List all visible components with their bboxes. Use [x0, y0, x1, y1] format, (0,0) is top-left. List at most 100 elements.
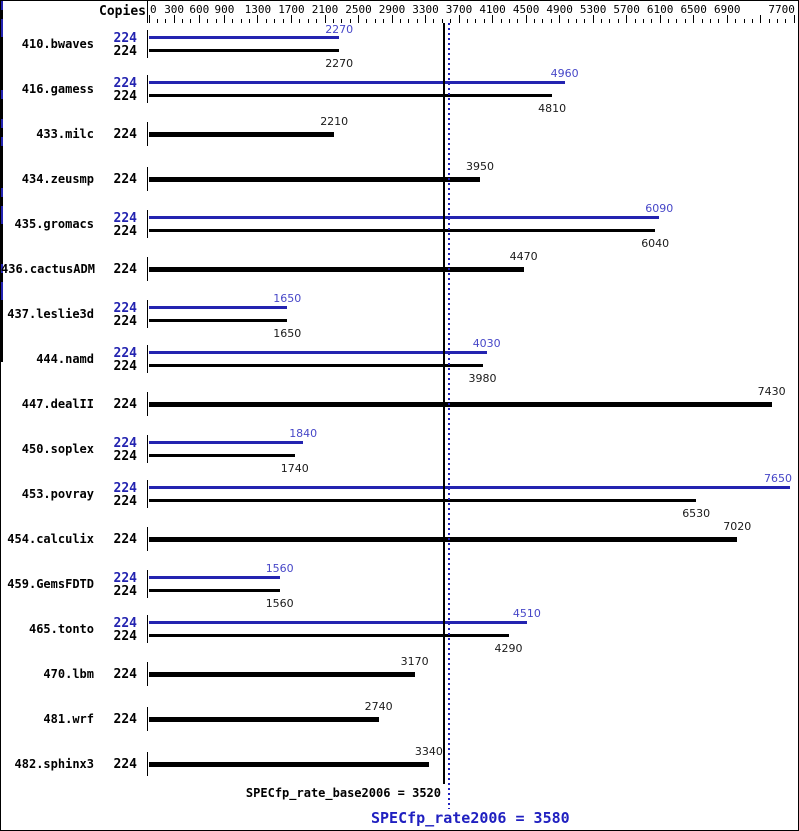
- benchmark-row: 454.calculix 224 7020: [1, 242, 798, 551]
- copies-value: 224: [113, 262, 137, 277]
- axis-minor-tick: [475, 19, 477, 23]
- base-value-label: 3340: [414, 745, 443, 758]
- axis-minor-tick: [735, 19, 737, 23]
- copies-value: 224: [113, 358, 137, 374]
- base-bar: [149, 49, 340, 52]
- copies-value: 224: [113, 300, 137, 316]
- base-value-label: 3170: [400, 655, 429, 668]
- axis-minor-tick: [534, 19, 535, 23]
- bar-end-tick: [1, 282, 3, 291]
- base-mean-label: SPECfp_rate_base2006 = 3520: [245, 786, 441, 800]
- axis-minor-tick: [617, 19, 619, 23]
- axis-major-tick: [492, 15, 494, 23]
- row-axis-segment: [147, 707, 148, 731]
- axis-minor-tick: [718, 19, 720, 23]
- axis-tick-label: 600: [189, 3, 210, 16]
- base-value-label: 3950: [466, 160, 494, 173]
- benchmark-name: 459.GemsFDTD: [7, 577, 94, 591]
- base-value-label: 6530: [682, 507, 711, 520]
- axis-major-tick: [760, 15, 762, 23]
- benchmark-row: 453.povray 224 7650 224 6530: [1, 206, 798, 520]
- axis-minor-tick: [517, 19, 519, 23]
- axis-major-tick: [425, 15, 426, 23]
- value-axis: 0 300 600 900 1300 1700 2100 2500 2900 3300 3700 41…: [1, 1, 798, 23]
- copies-value: 224: [113, 480, 137, 496]
- bar-end-tick: [1, 206, 3, 215]
- base-bar: [149, 499, 697, 502]
- copies-value: 224: [113, 127, 137, 142]
- copies-value: 224: [113, 435, 137, 451]
- axis-minor-tick: [408, 19, 410, 23]
- axis-minor-tick: [274, 19, 276, 23]
- axis-minor-tick: [751, 19, 753, 23]
- row-axis-segment: [147, 167, 148, 191]
- peak-bar: [149, 486, 791, 489]
- peak-value-label: 4030: [472, 337, 501, 350]
- axis-minor-tick: [550, 19, 552, 23]
- axis-minor-tick: [332, 19, 334, 23]
- bar-end-tick: [1, 351, 3, 362]
- row-axis-segment: [147, 662, 148, 686]
- axis-minor-tick: [450, 19, 452, 23]
- benchmark-name: 435.gromacs: [14, 217, 94, 231]
- bar-end-tick: [1, 10, 3, 19]
- axis-tick-label: 7700: [768, 3, 795, 16]
- benchmark-name: 447.dealII: [21, 397, 94, 411]
- benchmark-row: 482.sphinx3 224 3340: [1, 340, 798, 776]
- copies-value: 224: [113, 345, 137, 361]
- bar-end-tick: [1, 46, 3, 57]
- base-value-label: 7020: [723, 520, 752, 533]
- peak-bar: [149, 441, 304, 444]
- bar-end-tick: [1, 224, 3, 233]
- peak-mean-label: SPECfp_rate2006 = 3580: [371, 809, 570, 827]
- base-value-label: 2740: [364, 700, 393, 713]
- axis-minor-tick: [785, 19, 787, 23]
- row-axis-segment: [147, 480, 148, 508]
- axis-tick-label: 6500: [680, 3, 707, 16]
- bar-end-tick: [1, 108, 3, 119]
- benchmark-row: 481.wrf 224 2740: [1, 329, 798, 731]
- axis-minor-tick: [366, 19, 368, 23]
- base-value-label: 4470: [509, 250, 538, 263]
- copies-value: 224: [113, 75, 137, 91]
- axis-minor-tick: [383, 19, 385, 23]
- benchmark-name: 444.namd: [36, 352, 94, 366]
- row-axis-segment: [147, 615, 148, 643]
- base-bar: [149, 671, 415, 677]
- copies-value: 224: [113, 223, 137, 239]
- axis-tick-label: 0: [150, 3, 157, 16]
- axis-minor-tick: [165, 19, 167, 23]
- bar-end-tick: [1, 119, 3, 128]
- axis-minor-tick: [768, 19, 770, 23]
- axis-minor-tick: [584, 19, 586, 23]
- base-value-label: 6040: [641, 237, 670, 250]
- axis-minor-tick: [249, 19, 251, 23]
- copies-value: 224: [113, 210, 137, 226]
- row-axis-segment: [147, 752, 148, 776]
- axis-major-tick: [391, 15, 393, 23]
- benchmark-row: 450.soplex 224 1840 224 1740: [1, 188, 798, 475]
- benchmark-row: 447.dealII 224 7430: [1, 155, 798, 416]
- peak-value-label: 7650: [764, 472, 792, 485]
- bar-end-tick: [1, 137, 3, 146]
- benchmark-row: 410.bwaves 224 2270 224 2270: [1, 1, 798, 70]
- axis-major-tick: [198, 15, 200, 23]
- benchmark-row: 470.lbm 224 3170: [1, 318, 798, 686]
- axis-minor-tick: [215, 19, 217, 23]
- bar-end-tick: [1, 197, 3, 206]
- benchmark-name: 416.gamess: [21, 82, 94, 96]
- benchmark-row: 444.namd 224 4030 224 3980: [1, 137, 798, 385]
- bar-end-tick: [1, 233, 3, 242]
- base-bar: [149, 589, 280, 592]
- copies-value: 224: [113, 313, 137, 329]
- benchmark-name: 437.leslie3d: [7, 307, 94, 321]
- bar-end-tick: [1, 253, 3, 264]
- peak-value-label: 1840: [289, 427, 318, 440]
- benchmark-row: 434.zeusmp 224 3950: [1, 57, 798, 191]
- benchmark-name: 436.cactusADM: [1, 262, 95, 276]
- base-value-label: 1740: [280, 462, 309, 475]
- benchmark-name: 433.milc: [36, 127, 94, 141]
- axis-tick-label: 2500: [345, 3, 372, 16]
- base-value-label: 2270: [325, 57, 354, 70]
